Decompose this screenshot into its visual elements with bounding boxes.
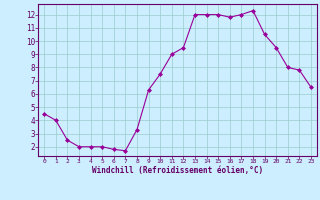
- X-axis label: Windchill (Refroidissement éolien,°C): Windchill (Refroidissement éolien,°C): [92, 166, 263, 175]
